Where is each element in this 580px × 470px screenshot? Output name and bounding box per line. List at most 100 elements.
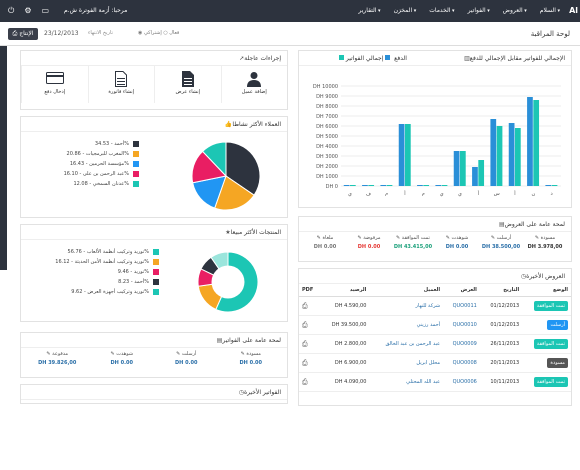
bar[interactable] [472,167,478,186]
bar[interactable] [459,151,466,186]
col-header[interactable]: الوضع [522,284,571,297]
col-header[interactable]: العميل [369,284,444,297]
quote-number-link[interactable]: QUO0009 [443,334,480,354]
legend-label[interactable]: توريد وتركيب أنظمة الأمن الحديثة - 16.12… [55,259,149,265]
col-header[interactable]: العرض [443,284,480,297]
legend-label: إجمالي الفواتير [345,55,384,62]
quote-number-link[interactable]: QUO0008 [443,353,480,373]
summary-cell[interactable]: ✎ مسودة DH 3.978,00 [523,235,567,250]
user-greeting[interactable]: مرحبا: أزمة الفوترة ش.م [64,7,128,14]
client-link[interactable]: عبد الرحمن بن عبد الخالق [369,334,444,354]
table-row[interactable]: تمت الموافقة 26/11/2013 QUO0009 عبد الرح… [299,334,571,354]
date-field[interactable]: 23/12/2013 [44,30,79,37]
status-badge: مسودة [547,358,568,368]
legend-label[interactable]: توريد وتركيب أنظمة الألعاب - 56.76% [67,249,149,255]
create-invoice-button[interactable]: إنشاء فاتورة [87,66,155,103]
pie-slice[interactable] [225,141,261,196]
enter-payment-button[interactable]: إدخال دفع [21,66,88,103]
col-header[interactable]: PDF [299,284,320,297]
quote-number-link[interactable]: QUO0011 [443,296,480,316]
legend-label[interactable]: مؤسسة الحرمين - 16.43% [69,161,129,167]
client-link[interactable]: أحمد رزيني [369,315,444,335]
add-client-button[interactable]: إضافة عميل [220,66,288,103]
create-quote-button[interactable]: إنشاء عرض [154,66,221,103]
print-icon[interactable]: ⎙ [302,358,308,367]
legend-item: توريد وتركيب أجهزة العرض - 9.62% [29,287,159,297]
legend-item: المغرب للبرمجيات - 20.86% [29,149,139,159]
table-row[interactable]: أرسلت 01/12/2013 QUO0010 أحمد رزيني DH 3… [299,315,571,335]
summary-cell[interactable]: ✎ تمت الموافقة DH 43.415,00 [391,235,435,250]
bar[interactable] [398,124,405,186]
menu-item[interactable]: الفواتير [468,7,490,14]
power-icon[interactable]: ⏻ [8,6,15,15]
menu-item[interactable]: المخزن [394,7,417,14]
radio-active[interactable]: ◉ فعال [138,30,180,36]
client-link[interactable]: شركة للنهار [369,296,444,316]
legend-label[interactable]: توريد وتركيب أجهزة العرض - 9.62% [71,289,149,295]
summary-cell[interactable]: ✎ شوهدت DH 0.00 [435,235,479,250]
summary-cell[interactable]: ✎ مرفوضة DH 0.00 [347,235,391,250]
print-icon[interactable]: ⎙ [302,377,308,386]
label-text: مسودة [246,351,261,357]
bar[interactable] [343,185,350,186]
bar[interactable] [478,160,485,186]
pie-slice[interactable] [201,141,227,178]
legend-label[interactable]: عدنان السمخي - 12.08% [73,181,129,187]
summary-cell[interactable]: ✎ شوهدت DH 0.00 [90,351,155,366]
legend-label[interactable]: المغرب للبرمجيات - 20.86% [66,151,129,157]
bar[interactable] [435,185,442,186]
bar[interactable] [490,119,497,186]
gear-icon[interactable]: ⚙ [24,6,32,15]
bar[interactable] [362,185,368,186]
table-row[interactable]: مسودة 20/11/2013 QUO0008 محلل ابريل DH 6… [299,353,571,373]
radio-subscription[interactable]: ○ إشتراكي [143,30,168,36]
legend-label[interactable]: توريد - 9.46% [117,269,149,275]
menu-item[interactable]: العروض [503,7,527,14]
legend-label: أحمد - 34.53% [94,141,129,147]
export-button[interactable]: ⎙ الإنتاج [8,28,38,40]
bar[interactable] [514,128,521,186]
bar[interactable] [545,185,552,186]
pie-slice[interactable] [214,175,255,211]
bar[interactable] [368,185,375,186]
bar[interactable] [496,126,503,186]
bar[interactable] [380,185,387,186]
summary-cell[interactable]: ✎ مدفوعة DH 39.826,00 [25,351,90,366]
summary-cell[interactable]: ✎ أرسلت DH 38.500,00 [479,235,523,250]
legend-item: مؤسسة الحرمين - 16.43% [29,159,139,169]
print-icon[interactable]: ⎙ [302,339,308,348]
bar[interactable] [441,185,448,186]
summary-cell[interactable]: ✎ أرسلت DH 0.00 [154,351,219,366]
bar[interactable] [551,185,558,186]
table-row[interactable]: تمت الموافقة 01/12/2013 QUO0011 شركة للن… [299,296,571,316]
col-header[interactable]: الرصيد [319,284,370,297]
bar[interactable] [417,185,423,186]
document-icon [155,71,221,89]
bar[interactable] [423,185,430,186]
monitor-icon[interactable]: ▭ [41,6,50,15]
clients-legend: أحمد - 34.53% المغرب للبرمجيات - 20.86% … [29,139,139,189]
menu-item[interactable]: الخدمات [429,7,454,14]
print-icon[interactable]: ⎙ [302,301,308,310]
col-header[interactable]: التاريخ [479,284,523,297]
quote-number-link[interactable]: QUO0010 [443,315,480,335]
bar[interactable] [404,124,411,186]
summary-cell[interactable]: ✎ ملغاة DH 0.00 [303,235,347,250]
bar[interactable] [453,151,460,186]
bar[interactable] [349,185,356,186]
quote-number-link[interactable]: QUO0006 [443,372,480,392]
bar[interactable] [508,123,515,186]
table-row[interactable]: تمت الموافقة 10/11/2013 QUO0006 عبد الله… [299,372,571,392]
print-icon[interactable]: ⎙ [302,320,308,329]
client-link[interactable]: عبد الله المحتلي [369,372,444,392]
app-brand[interactable]: Al [569,6,578,15]
legend-item: أحمد - 34.53% [29,139,139,149]
summary-cell[interactable]: ✎ مسودة DH 0.00 [219,351,284,366]
menu-item[interactable]: السلام [540,7,560,14]
client-link[interactable]: محلل ابريل [369,353,444,373]
legend-label[interactable]: عبد الرحمن بن على - 16.10% [63,171,129,177]
bar[interactable] [527,97,533,186]
bar[interactable] [533,100,540,186]
menu-item[interactable]: التقارير [358,7,380,14]
bar[interactable] [386,185,393,186]
